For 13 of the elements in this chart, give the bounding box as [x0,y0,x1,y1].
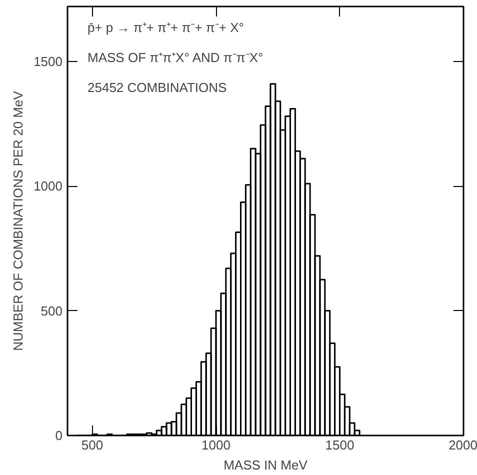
x-tick-label: 1000 [202,438,230,452]
x-tick-label: 500 [81,438,104,452]
x-tick-label: 2000 [448,438,477,452]
x-axis-title: MASS IN MeV [224,458,308,472]
annotation: 25452 COMBINATIONS [88,80,228,95]
annotation: MASS OF π⁺π⁺X° AND π⁻π⁻X° [88,50,264,65]
y-tick-label: 0 [55,428,63,443]
y-tick-label: 500 [40,303,63,318]
annotation: p̄+ p → π⁺+ π⁺+ π⁻+ π⁻+ X° [88,20,244,35]
y-tick-label: 1000 [34,178,62,194]
x-tick-label: 1500 [325,438,354,452]
y-axis-title: NUMBER OF COMBINATIONS PER 20 MeV [10,90,26,351]
y-tick-label: 1500 [34,54,62,69]
